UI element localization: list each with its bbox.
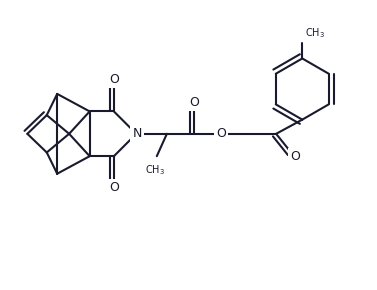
Text: CH$_3$: CH$_3$ [145,163,165,177]
Text: O: O [216,127,226,140]
Text: O: O [291,150,300,163]
Text: CH$_3$: CH$_3$ [305,26,325,40]
Text: O: O [109,73,119,86]
Text: N: N [132,127,142,140]
Text: O: O [109,182,119,194]
Text: O: O [189,96,199,109]
